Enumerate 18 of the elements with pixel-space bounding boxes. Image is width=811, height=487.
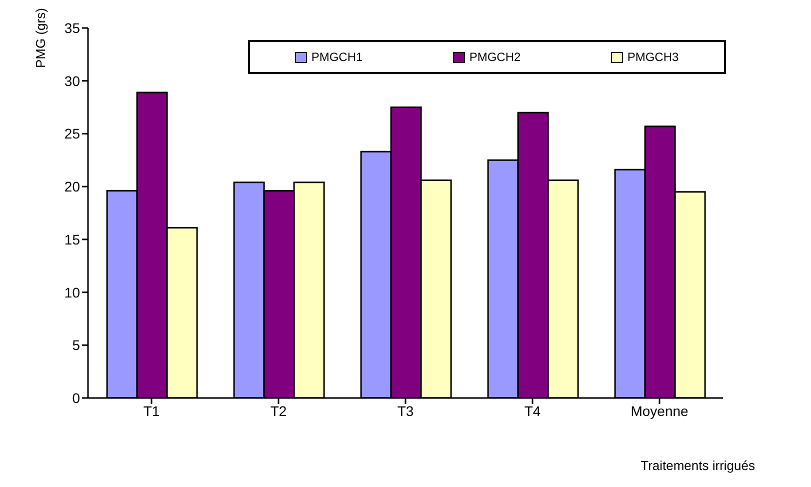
legend-label: PMGCH1: [311, 50, 363, 64]
y-tick-label: 10: [64, 284, 80, 300]
legend-label: PMGCH2: [469, 50, 521, 64]
y-tick-label: 25: [64, 126, 80, 142]
x-tick-label: T2: [270, 402, 287, 419]
y-tick-label: 35: [64, 20, 80, 36]
x-tick-label: Moyenne: [630, 402, 689, 419]
y-axis-title: PMG (grs): [33, 8, 48, 68]
x-tick-label: T4: [524, 402, 541, 419]
x-tick-label: T1: [143, 402, 160, 419]
y-tick-label: 5: [72, 337, 80, 354]
y-tick-label: 15: [64, 231, 80, 248]
x-axis-title: Traitements irrigués: [640, 458, 756, 473]
y-tick-label: 20: [64, 178, 80, 195]
y-tick-label: 0: [72, 390, 80, 406]
x-tick-label: T3: [397, 402, 414, 419]
y-tick-label: 30: [64, 72, 80, 89]
legend-label: PMGCH3: [627, 50, 679, 64]
